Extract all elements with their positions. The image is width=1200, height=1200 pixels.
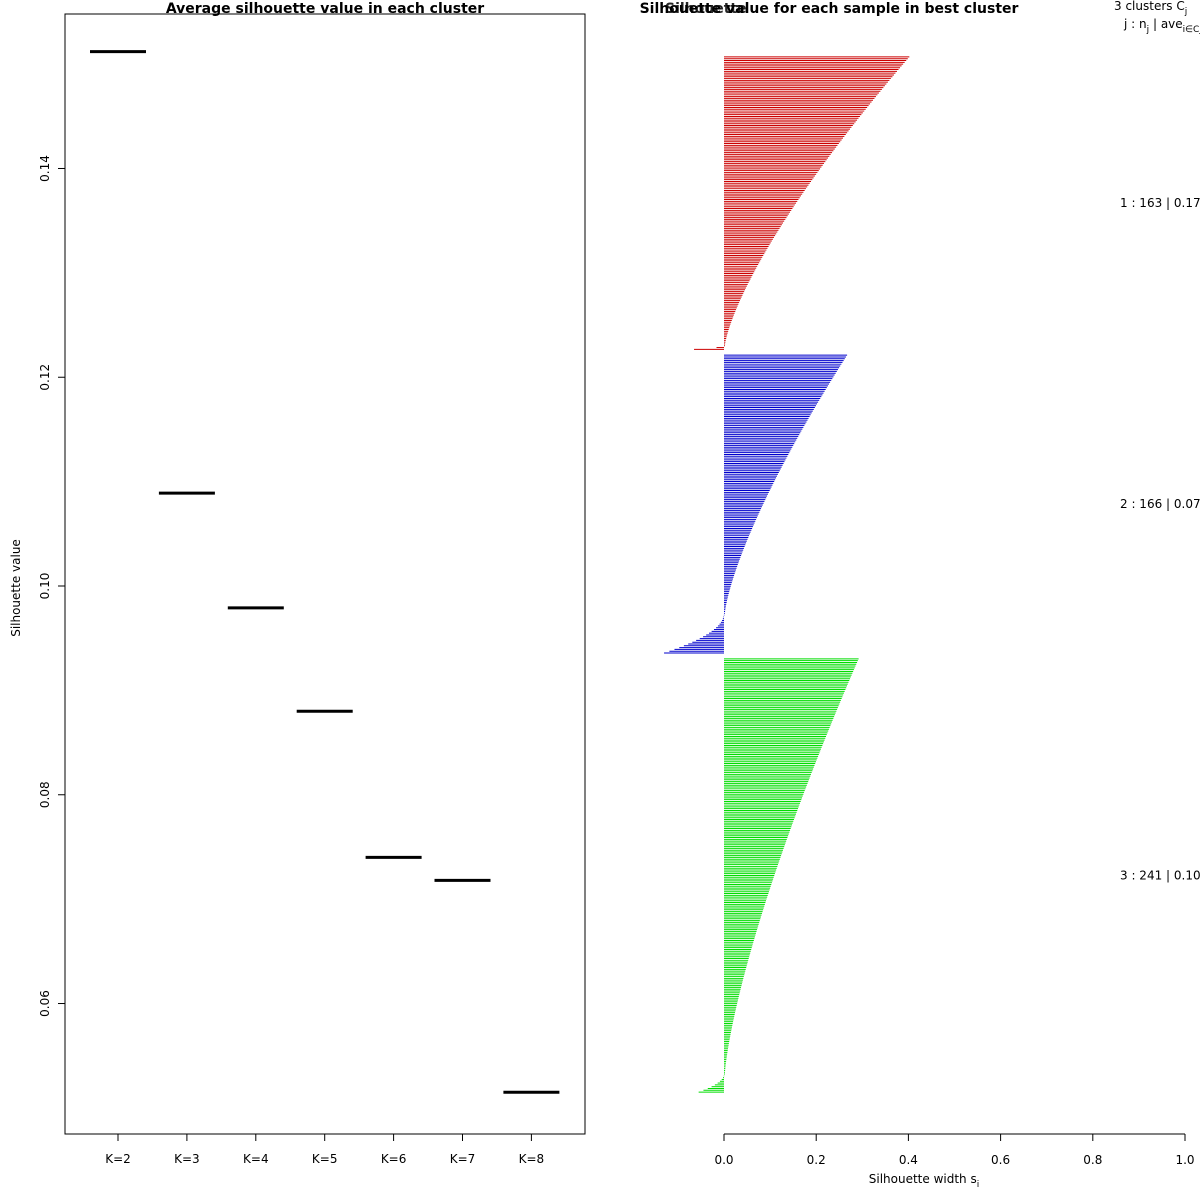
right-x-tick-label: 0.8 xyxy=(1083,1153,1102,1167)
right-x-axis: 0.0 0.2 0.4 0.6 0.8 1.0 xyxy=(714,1134,1195,1167)
legend-header-line2: j : nj | avei∈Cj s xyxy=(1123,17,1200,35)
right-x-tick-label: 0.6 xyxy=(991,1153,1010,1167)
left-y-tick-label: 0.06 xyxy=(38,990,52,1017)
left-chart-title: Average silhouette value in each cluster xyxy=(166,1,484,17)
cluster-2-annotation: 2 : 166 | 0.07 xyxy=(1120,497,1200,511)
right-chart-title-overprint: Silhouette xyxy=(665,1,747,17)
left-x-tick-label: K=2 xyxy=(105,1152,131,1166)
cluster-3-annotation: 3 : 241 | 0.10 xyxy=(1120,868,1200,882)
legend-header-line1-text: 3 clusters C xyxy=(1114,0,1185,13)
right-x-tick-label: 0.4 xyxy=(899,1153,918,1167)
cluster-legend-header: 3 clusters Cj j : nj | avei∈Cj s xyxy=(1114,0,1200,35)
left-x-tick-label: K=5 xyxy=(312,1152,338,1166)
left-x-tick-label: K=3 xyxy=(174,1152,200,1166)
left-marks xyxy=(90,50,560,1094)
legend-header-line2-text: j : n xyxy=(1123,17,1147,31)
right-chart-title: Silhouette value for each sample in best… xyxy=(640,1,1019,17)
legend-header-line1-sub: j xyxy=(1184,7,1188,17)
right-x-axis-label-main: Silhouette width s xyxy=(869,1172,977,1186)
cluster-1-annotation: 1 : 163 | 0.17 xyxy=(1120,196,1200,210)
left-y-axis: 0.06 0.08 0.10 0.12 0.14 xyxy=(38,155,65,1017)
left-panel: Average silhouette value in each cluster… xyxy=(9,1,586,1166)
cluster-annotations: 1 : 163 | 0.17 2 : 166 | 0.07 3 : 241 | 0.… xyxy=(1120,196,1200,882)
legend-header-line2-mid-sub: i∈Cj xyxy=(1183,25,1200,35)
right-panel: Silhouette value for each sample in best… xyxy=(640,0,1200,1190)
cluster-1-bars xyxy=(694,56,910,350)
left-y-tick-label: 0.10 xyxy=(38,573,52,600)
cluster-3-bars xyxy=(698,658,859,1093)
left-x-tick-label: K=8 xyxy=(519,1152,545,1166)
left-plot-frame xyxy=(64,13,586,1135)
right-x-tick-label: 1.0 xyxy=(1175,1153,1194,1167)
left-x-tick-label: K=6 xyxy=(381,1152,407,1166)
left-x-tick-label: K=7 xyxy=(450,1152,476,1166)
legend-header-line2-sub: j xyxy=(1146,25,1150,35)
right-x-tick-label: 0.2 xyxy=(807,1153,826,1167)
right-x-axis-label: Silhouette width si xyxy=(869,1172,980,1190)
legend-header-line2-mid: | ave xyxy=(1149,17,1183,31)
left-y-tick-label: 0.08 xyxy=(38,781,52,808)
left-y-tick-label: 0.14 xyxy=(38,155,52,182)
legend-header-line1: 3 clusters Cj xyxy=(1114,0,1187,17)
right-x-tick-label: 0.0 xyxy=(714,1153,733,1167)
silhouette-bars xyxy=(664,56,910,1093)
left-x-axis: K=2 K=3 K=4 K=5 K=6 K=7 K=8 xyxy=(105,1134,544,1166)
left-x-tick-label: K=4 xyxy=(243,1152,269,1166)
left-y-axis-label: Silhouette value xyxy=(9,539,23,637)
cluster-2-bars xyxy=(664,354,848,654)
left-y-tick-label: 0.12 xyxy=(38,364,52,391)
right-x-axis-label-sub: i xyxy=(977,1180,980,1190)
